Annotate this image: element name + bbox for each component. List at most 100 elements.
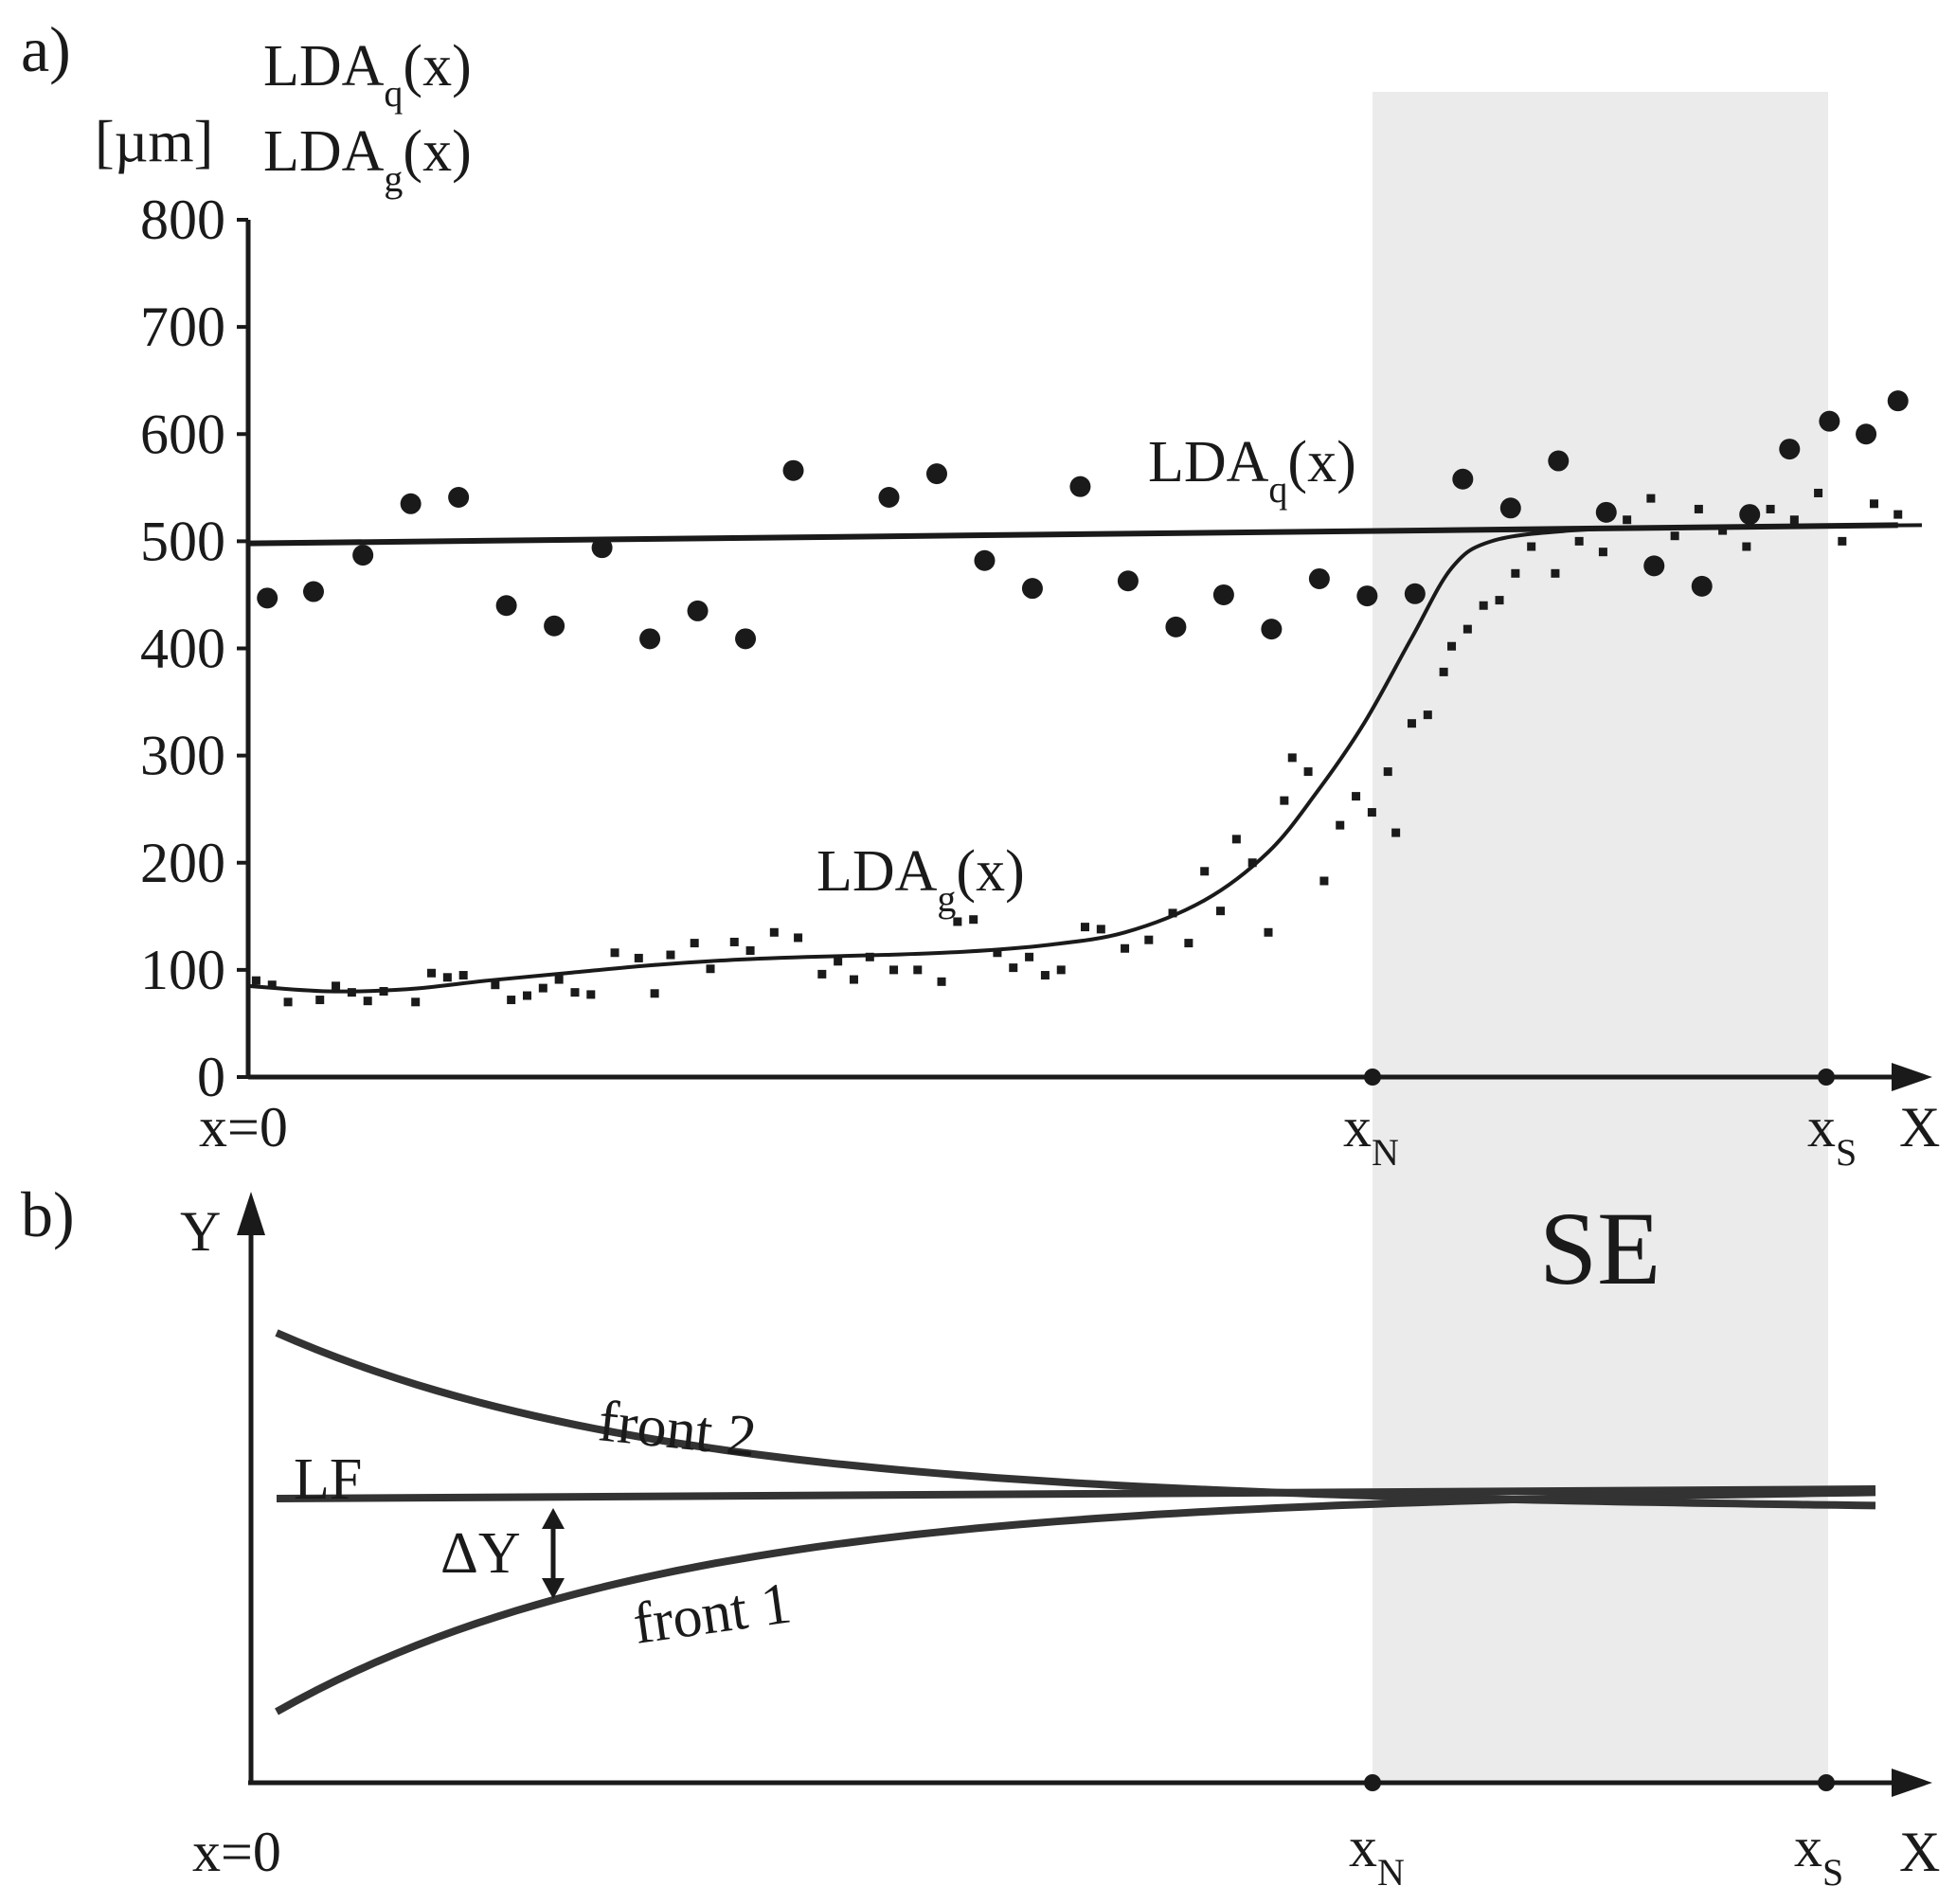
ldag-point <box>1247 858 1257 868</box>
ldag-point <box>1040 971 1050 980</box>
ldaq-point <box>687 600 709 621</box>
ldaq-point <box>1117 570 1139 592</box>
ldag-point <box>745 946 755 956</box>
ldaq-point <box>639 628 661 650</box>
ldag-point <box>993 948 1002 958</box>
ldag-point <box>817 969 827 979</box>
ldaq-point <box>1356 585 1378 607</box>
ldag-point <box>729 937 739 946</box>
ldag-point <box>522 991 531 1000</box>
ldag-point <box>1096 925 1105 934</box>
x-tick-xs-a: xS <box>1807 1096 1857 1174</box>
ldag-point <box>1447 641 1457 651</box>
front-2-label: front 2 <box>596 1389 760 1469</box>
ldag-point <box>1383 767 1392 777</box>
ldaq-point <box>1779 439 1801 460</box>
ldag-point <box>1527 542 1536 551</box>
ldag-point <box>1407 719 1416 728</box>
ldag-point <box>969 915 978 925</box>
ldag-point <box>1121 943 1130 953</box>
ldag-point <box>1025 952 1034 961</box>
panel-b-label: b) <box>21 1178 75 1250</box>
ldag-point <box>865 952 874 961</box>
ldaq-point <box>1165 616 1187 638</box>
lf-line <box>276 1485 1876 1502</box>
ldaq-point <box>1643 555 1665 577</box>
ldag-point <box>1766 504 1775 513</box>
ldaq-point <box>1819 410 1840 432</box>
y-tick-label: 400 <box>140 618 225 680</box>
ldag-point <box>538 983 547 993</box>
ldag-point <box>1280 796 1289 805</box>
ldag-point <box>1789 515 1799 525</box>
ldag-point <box>1303 767 1313 777</box>
ldaq-point <box>448 486 470 508</box>
ldaq-point <box>782 459 804 481</box>
ldag-point <box>363 997 372 1006</box>
ldag-point <box>315 996 325 1005</box>
y-unit-label: [µm] <box>95 110 213 174</box>
se-label: SE <box>1539 1191 1660 1306</box>
ldaq-point <box>495 595 517 617</box>
y-tick-label: 100 <box>140 939 225 1001</box>
ldag-point <box>650 989 659 998</box>
front-1-curve <box>275 1488 1876 1715</box>
x-tick-xs-b: xS <box>1794 1816 1843 1894</box>
ldaq-point <box>544 615 565 637</box>
ldag-point <box>570 988 580 997</box>
x-axis-name-a: X <box>1899 1096 1940 1159</box>
ldag-point <box>251 976 260 985</box>
ldag-point <box>1742 542 1751 551</box>
ldaq-point <box>1887 390 1909 412</box>
ldaq-point <box>1452 468 1474 490</box>
ldag-point <box>849 975 858 984</box>
ldag-point <box>1495 596 1504 605</box>
ldaq-point <box>257 587 278 609</box>
ldag-point <box>1463 624 1472 634</box>
ldag-point <box>937 977 946 986</box>
ldag-point <box>666 950 675 960</box>
ldag-point <box>267 980 277 990</box>
x-tick-xn-a: xN <box>1343 1096 1399 1174</box>
ldag-point <box>1869 499 1878 509</box>
front-2-curve <box>275 1329 1876 1510</box>
ldaq-point <box>1691 575 1713 597</box>
ldag-point <box>411 997 421 1007</box>
ldaq-point <box>1308 567 1330 589</box>
y-tick-label: 200 <box>140 832 225 894</box>
ldag-point <box>427 968 437 978</box>
ldag-point <box>1056 965 1066 975</box>
ldag-point <box>1319 876 1329 886</box>
se-shaded-region <box>1373 92 1828 1783</box>
xs-marker-a <box>1818 1069 1835 1086</box>
ldag-point <box>1670 531 1679 541</box>
ldag-point <box>1893 510 1903 519</box>
x-axis-name-b: X <box>1899 1821 1940 1883</box>
ldag-point <box>1391 828 1401 837</box>
delta-y-arrow <box>542 1508 565 1599</box>
y-tick-label: 500 <box>140 510 225 572</box>
ldag-point <box>1184 939 1193 948</box>
ldaq-point <box>1404 583 1426 604</box>
delta-y-label: ΔY <box>440 1521 521 1586</box>
ldaq-point <box>1548 450 1570 472</box>
ldag-point <box>1623 515 1632 525</box>
xn-marker-a <box>1364 1069 1381 1086</box>
ldag-point <box>554 975 564 984</box>
ldaq-point <box>1739 504 1761 526</box>
ldag-point <box>1009 963 1018 973</box>
y-label-ldag: LDAg(x) <box>263 119 472 200</box>
x-tick-x0-a: x=0 <box>199 1096 288 1159</box>
ldag-point <box>834 957 843 966</box>
ldag-point <box>690 939 699 948</box>
ldag-point <box>1287 753 1297 763</box>
ldaq-point <box>735 628 757 650</box>
ldag-point <box>1216 907 1226 916</box>
panel-a-label: a) <box>21 13 71 85</box>
ldag-point <box>1367 808 1376 817</box>
y-tick-label: 300 <box>140 725 225 787</box>
ldag-point <box>610 948 619 958</box>
ldag-point <box>1231 835 1241 844</box>
ldaq-point <box>591 537 613 559</box>
